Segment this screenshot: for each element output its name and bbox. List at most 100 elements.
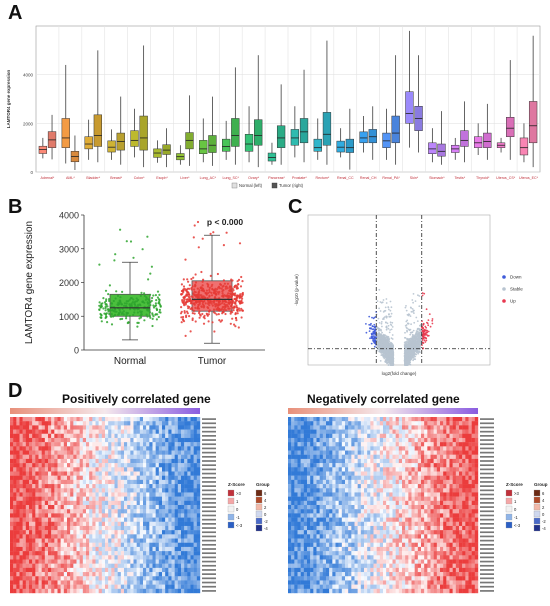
- volcano-point: [406, 339, 408, 341]
- heatmap-cell: [35, 525, 39, 531]
- heatmap-positive-title: Positively correlated gene: [62, 392, 211, 406]
- heatmap-cell: [98, 509, 103, 514]
- volcano-point: [391, 321, 394, 324]
- volcano-point: [418, 340, 421, 343]
- heatmap-cell: [35, 433, 39, 439]
- jitter-point: [238, 242, 242, 245]
- panel-a-letter: A: [8, 2, 23, 24]
- volcano-point: [384, 309, 387, 312]
- jitter-point: [215, 313, 218, 316]
- jitter-point: [129, 308, 132, 311]
- heatmap-cell: [32, 484, 36, 489]
- heatmap-cell: [108, 538, 112, 543]
- heatmap-cell: [111, 442, 115, 447]
- jitter-point: [240, 307, 243, 310]
- heatmap-cell: [89, 580, 93, 585]
- heatmap-cell: [10, 500, 14, 506]
- heatmap-cell: [89, 463, 93, 468]
- heatmap-cell: [63, 551, 68, 556]
- heatmap-cell: [19, 551, 23, 556]
- heatmap-cell: [51, 425, 55, 430]
- heatmap-cell: [86, 509, 90, 514]
- heatmap-cell: [32, 433, 36, 439]
- heatmap-cell: [92, 496, 96, 502]
- heatmap-cell: [95, 446, 99, 451]
- heatmap-cell: [13, 517, 17, 522]
- heatmap-cell: [54, 446, 58, 451]
- box-normal: [474, 136, 483, 148]
- heatmap-cell: [76, 425, 80, 430]
- volcano-point: [405, 342, 407, 345]
- jitter-point: [185, 301, 188, 304]
- heatmap-cell: [70, 555, 74, 560]
- heatmap-cell: [54, 588, 58, 594]
- volcano-point: [421, 329, 424, 332]
- volcano-point: [368, 330, 371, 332]
- volcano-point: [406, 356, 409, 359]
- volcano-point: [385, 328, 388, 331]
- heatmap-cell: [82, 538, 87, 543]
- heatmap-cell: [76, 429, 80, 434]
- box-group-uterus_cs: [496, 60, 515, 160]
- heatmap-cell: [92, 492, 96, 497]
- jitter-point: [183, 310, 186, 313]
- heatmap-cell: [48, 546, 52, 552]
- jitter-point: [241, 293, 244, 296]
- heatmap-cell: [57, 488, 61, 493]
- jitter-point: [196, 307, 199, 310]
- volcano-point: [384, 347, 387, 349]
- jitter-point: [191, 312, 194, 315]
- heatmap-cell: [76, 580, 80, 585]
- heatmap-cell: [92, 542, 96, 548]
- heatmap-cell: [111, 458, 115, 464]
- heatmap-cell: [35, 513, 39, 518]
- volcano-point: [381, 301, 384, 304]
- heatmap-cell: [92, 421, 96, 426]
- heatmap-cell: [44, 576, 49, 581]
- heatmap-cell: [67, 538, 71, 543]
- volcano-point: [382, 346, 385, 348]
- jitter-point: [125, 317, 128, 320]
- heatmap-cell: [63, 492, 68, 497]
- jitter-point: [186, 312, 189, 315]
- heatmap-cell: [51, 446, 55, 451]
- heatmap-cell: [38, 546, 42, 552]
- heatmap-cell: [22, 463, 27, 468]
- heatmap-cell: [82, 530, 87, 535]
- jitter-point: [141, 248, 144, 251]
- volcano-point: [426, 335, 429, 337]
- heatmap-cell: [95, 500, 99, 506]
- heatmap-cell: [22, 505, 27, 510]
- heatmap-cell: [25, 433, 30, 439]
- heatmap-cell: [38, 542, 42, 548]
- heatmap-cell: [22, 475, 27, 481]
- heatmap-cell: [86, 534, 90, 539]
- heatmap-cell: [41, 421, 46, 426]
- heatmap-cell: [92, 534, 96, 539]
- heatmap-cell: [79, 588, 84, 594]
- heatmap-cell: [22, 555, 27, 560]
- jitter-point: [230, 296, 233, 299]
- heatmap-cell: [29, 555, 33, 560]
- heatmap-cell: [95, 467, 99, 472]
- heatmap-cell: [38, 496, 42, 502]
- jitter-point: [154, 304, 158, 307]
- heatmap-cell: [51, 542, 55, 548]
- heatmap-cell: [41, 484, 46, 489]
- heatmap-cell: [95, 563, 99, 569]
- volcano-point: [418, 332, 421, 335]
- jitter-point: [135, 297, 138, 300]
- heatmap-cell: [82, 551, 87, 556]
- heatmap-cell: [76, 421, 80, 426]
- heatmap-cell: [108, 500, 112, 506]
- heatmap-cell: [48, 572, 52, 577]
- heatmap-cell: [79, 500, 84, 506]
- heatmap-cell: [44, 584, 49, 590]
- heatmap-cell: [92, 588, 96, 594]
- jitter-point: [143, 301, 146, 304]
- heatmap-cell: [60, 521, 65, 527]
- heatmap-cell: [54, 509, 58, 514]
- heatmap-cell: [38, 500, 42, 506]
- jitter-point: [120, 312, 123, 315]
- heatmap-cell: [10, 513, 14, 518]
